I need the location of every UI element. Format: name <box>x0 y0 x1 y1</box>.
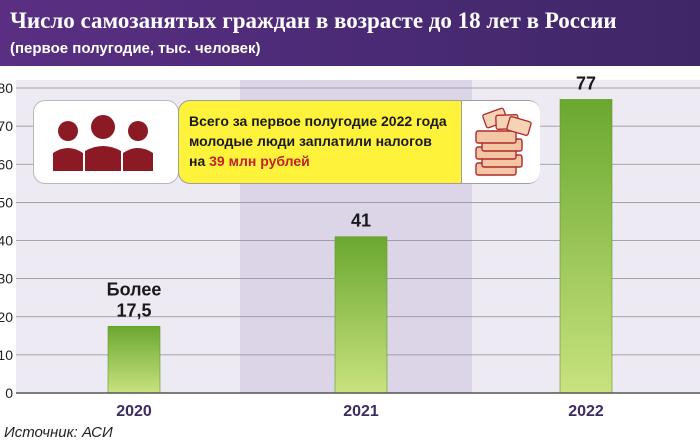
y-tick-label: 50 <box>0 194 13 210</box>
y-tick-label: 10 <box>0 347 13 363</box>
x-tick-label: 2020 <box>116 403 152 420</box>
chart-title: Число самозанятых граждан в возрасте до … <box>10 8 617 33</box>
header-banner: Число самозанятых граждан в возрасте до … <box>0 0 700 66</box>
money-stack-icon <box>475 107 532 176</box>
source-note: Источник: АСИ <box>4 424 113 441</box>
person-right-icon <box>123 121 153 171</box>
callout-highlight: 39 млн рублей <box>209 153 310 169</box>
data-label: 17,5 <box>116 300 151 320</box>
banknote-shape <box>506 116 532 136</box>
y-tick-label: 20 <box>0 309 13 325</box>
y-tick-label: 40 <box>0 233 13 249</box>
y-tick-label: 30 <box>0 271 13 287</box>
y-tick-label: 80 <box>0 80 13 96</box>
data-label: 77 <box>576 73 596 93</box>
callout-line-1: Всего за первое полугодие 2022 года <box>189 113 447 129</box>
money-icon-panel <box>461 101 540 183</box>
callout-line-3: на 39 млн рублей <box>189 151 457 171</box>
data-label: Более <box>107 279 162 299</box>
chart-subtitle: (первое полугодие, тыс. человек) <box>10 40 261 57</box>
y-tick-label: 60 <box>0 156 13 172</box>
bar-2021 <box>334 236 388 394</box>
bar-2020 <box>107 325 161 394</box>
people-icon-panel <box>33 100 179 184</box>
bar-2022 <box>559 99 613 394</box>
data-label: 41 <box>351 211 371 231</box>
y-tick-label: 0 <box>5 385 13 401</box>
callout-text: Всего за первое полугодие 2022 года моло… <box>189 111 457 171</box>
person-left-icon <box>53 121 83 171</box>
callout-box: Всего за первое полугодие 2022 года моло… <box>178 100 540 184</box>
banknote-shape <box>475 130 517 144</box>
x-tick-label: 2021 <box>343 403 379 420</box>
callout-line-2: молодые люди заплатили налогов <box>189 133 432 149</box>
person-center-icon <box>85 115 121 171</box>
people-icon <box>53 115 153 171</box>
x-tick-label: 2022 <box>568 403 604 420</box>
callout-prefix: на <box>189 153 210 169</box>
y-tick-label: 70 <box>0 118 13 134</box>
